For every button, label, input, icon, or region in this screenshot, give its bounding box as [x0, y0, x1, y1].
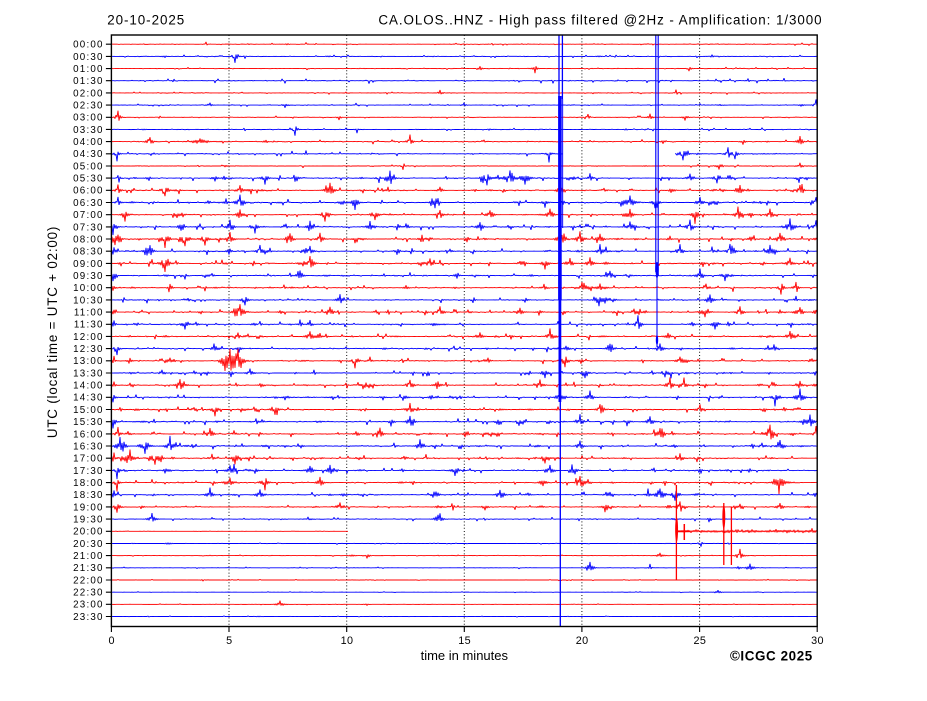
svg-text:02:30: 02:30: [73, 101, 104, 112]
svg-text:00:30: 00:30: [73, 52, 104, 63]
svg-text:20: 20: [576, 635, 589, 647]
svg-text:05:30: 05:30: [73, 174, 104, 185]
svg-text:20:30: 20:30: [73, 539, 104, 550]
svg-text:13:00: 13:00: [73, 356, 104, 367]
svg-text:14:00: 14:00: [73, 381, 104, 392]
svg-text:02:00: 02:00: [73, 88, 104, 99]
svg-text:06:00: 06:00: [73, 186, 104, 197]
svg-text:5: 5: [226, 635, 232, 647]
svg-text:17:30: 17:30: [73, 466, 104, 477]
svg-text:18:30: 18:30: [73, 490, 104, 501]
svg-text:12:00: 12:00: [73, 332, 104, 343]
svg-text:11:30: 11:30: [74, 320, 104, 331]
svg-text:13:30: 13:30: [73, 368, 104, 379]
svg-text:15: 15: [458, 635, 471, 647]
svg-text:10:00: 10:00: [73, 283, 104, 294]
svg-text:03:00: 03:00: [73, 113, 104, 124]
svg-text:25: 25: [693, 635, 706, 647]
svg-text:04:30: 04:30: [73, 149, 104, 160]
svg-text:07:00: 07:00: [73, 210, 104, 221]
svg-text:05:00: 05:00: [73, 161, 104, 172]
svg-text:19:30: 19:30: [73, 515, 104, 526]
svg-text:03:30: 03:30: [73, 125, 104, 136]
svg-text:CA.OLOS..HNZ - High pass filte: CA.OLOS..HNZ - High pass filtered @2Hz -…: [378, 13, 822, 28]
svg-text:23:00: 23:00: [73, 600, 104, 611]
svg-text:01:00: 01:00: [73, 64, 104, 75]
svg-text:08:00: 08:00: [73, 234, 104, 245]
svg-text:15:30: 15:30: [73, 417, 104, 428]
svg-text:20-10-2025: 20-10-2025: [107, 13, 185, 28]
svg-text:16:30: 16:30: [73, 441, 104, 452]
svg-text:20:00: 20:00: [73, 527, 104, 538]
svg-text:21:30: 21:30: [73, 563, 104, 574]
svg-text:time in minutes: time in minutes: [421, 648, 509, 663]
svg-text:00:00: 00:00: [73, 40, 104, 51]
svg-text:11:00: 11:00: [74, 308, 104, 319]
svg-text:09:00: 09:00: [73, 259, 104, 270]
svg-text:21:00: 21:00: [73, 551, 104, 562]
svg-text:16:00: 16:00: [73, 429, 104, 440]
svg-text:08:30: 08:30: [73, 247, 104, 258]
svg-text:0: 0: [108, 635, 114, 647]
svg-text:14:30: 14:30: [73, 393, 104, 404]
svg-text:12:30: 12:30: [73, 344, 104, 355]
svg-text:19:00: 19:00: [73, 502, 104, 513]
svg-text:22:00: 22:00: [73, 575, 104, 586]
svg-text:18:00: 18:00: [73, 478, 104, 489]
svg-text:17:00: 17:00: [73, 454, 104, 465]
svg-text:04:00: 04:00: [73, 137, 104, 148]
svg-text:23:30: 23:30: [73, 612, 104, 623]
svg-text:07:30: 07:30: [73, 222, 104, 233]
svg-text:30: 30: [811, 635, 824, 647]
svg-text:09:30: 09:30: [73, 271, 104, 282]
svg-text:10:30: 10:30: [73, 295, 104, 306]
svg-text:22:30: 22:30: [73, 588, 104, 599]
svg-text:15:00: 15:00: [73, 405, 104, 416]
svg-text:©ICGC 2025: ©ICGC 2025: [730, 649, 813, 664]
svg-text:01:30: 01:30: [73, 76, 104, 87]
svg-text:UTC (local time = UTC + 02:00): UTC (local time = UTC + 02:00): [45, 226, 60, 438]
svg-text:10: 10: [341, 635, 354, 647]
svg-text:06:30: 06:30: [73, 198, 104, 209]
